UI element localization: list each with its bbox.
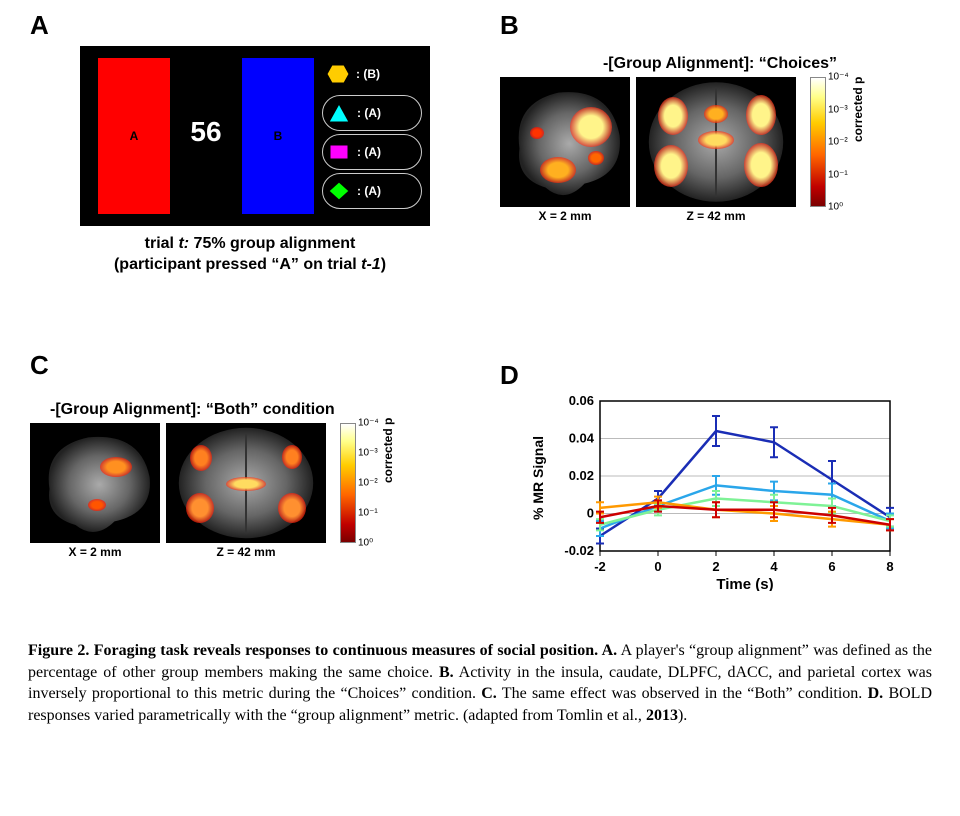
panel-b: B -[Group Alignment]: “Choices” X = 2 mm…: [500, 10, 940, 223]
colorbar-tick: 10⁻¹: [828, 169, 848, 180]
figure-caption: Figure 2. Foraging task reveals response…: [28, 640, 932, 726]
colorbar-tick: 10⁻¹: [358, 508, 378, 519]
panel-c-ax-label: Z = 42 mm: [166, 545, 326, 559]
caption-b-label: B.: [439, 664, 454, 681]
activation-blob: [226, 477, 266, 491]
option-b-bar: B: [242, 58, 314, 214]
panel-c-colorbar: 10⁻⁴10⁻³10⁻²10⁻¹10⁰ corrected p: [340, 423, 390, 543]
activation-blob: [190, 445, 212, 471]
legend-text: : (A): [357, 184, 381, 198]
colorbar-tick: 10⁻³: [828, 104, 848, 115]
panel-b-sagittal: [500, 77, 630, 207]
activation-blob: [654, 145, 688, 187]
legend-item: : (A): [322, 95, 422, 131]
legend-text: : (A): [357, 106, 381, 120]
panel-a-caption: trial t: 75% group alignment (participan…: [30, 234, 470, 276]
colorbar-tick: 10⁻³: [358, 448, 378, 459]
panel-c-brains: X = 2 mm Z = 42 mm 10⁻⁴10⁻³10⁻²10⁻¹10⁰ c…: [30, 423, 470, 559]
activation-blob: [530, 127, 544, 139]
panel-c-sag-label: X = 2 mm: [30, 545, 160, 559]
colorbar-tick: 10⁻⁴: [358, 418, 379, 429]
svg-text:0.02: 0.02: [569, 468, 594, 483]
svg-text:Time (s): Time (s): [716, 576, 773, 591]
caption-line1: trial t: 75% group alignment: [145, 235, 356, 252]
panel-b-subtitle: -[Group Alignment]: “Choices”: [500, 55, 940, 73]
activation-blob: [88, 499, 106, 511]
activation-blob: [278, 493, 306, 523]
activation-blob: [744, 143, 778, 187]
legend-item: : (B): [322, 56, 422, 92]
legend-item: : (A): [322, 173, 422, 209]
caption-tail: ).: [678, 707, 687, 724]
panel-a-label: A: [30, 10, 470, 41]
svg-text:0.06: 0.06: [569, 393, 594, 408]
panel-b-brains: X = 2 mm Z = 42 mm 10⁻⁴10⁻³10⁻²10⁻¹10⁰ c…: [500, 77, 940, 223]
center-number: 56: [176, 116, 236, 148]
svg-text:2: 2: [712, 559, 719, 574]
panel-b-ax-label: Z = 42 mm: [636, 209, 796, 223]
panel-a: A A 56 B : (B): (A): (A): (A) trial t: 7…: [30, 10, 470, 41]
colorbar-tick: 10⁻²: [358, 478, 378, 489]
activation-blob: [698, 131, 734, 149]
svg-text:-0.02: -0.02: [564, 543, 594, 558]
svg-text:0: 0: [654, 559, 661, 574]
panel-d-chart: -0.02 0 0.02 0.04 0.06 -2 0 2 4 6 8 Time (s): [540, 391, 900, 591]
activation-blob: [746, 95, 776, 135]
activation-blob: [658, 97, 688, 135]
panel-b-colorbar: 10⁻⁴10⁻³10⁻²10⁻¹10⁰ corrected p: [810, 77, 860, 207]
panel-c-axial: [166, 423, 326, 543]
colorbar-tick: 10⁰: [358, 538, 373, 549]
stimulus-display: A 56 B : (B) : (A) : (A) : (A): [80, 46, 430, 226]
svg-text:8: 8: [886, 559, 893, 574]
svg-text:0: 0: [587, 506, 594, 521]
legend-text: : (B): [356, 67, 380, 81]
legend-a: : (B) : (A) : (A) : (A): [322, 56, 422, 212]
svg-text:-2: -2: [594, 559, 606, 574]
activation-blob: [186, 493, 214, 523]
panel-d: D % MR Signal -0.02 0 0.02 0.04 0.06 -2 0 2 4 6 8 T…: [500, 360, 940, 596]
panel-c-sagittal: [30, 423, 160, 543]
caption-d-label: D.: [868, 685, 884, 702]
colorbar-tick: 10⁻²: [828, 137, 848, 148]
activation-blob: [588, 151, 604, 165]
colorbar-gradient: [340, 423, 356, 543]
activation-blob: [570, 107, 612, 147]
panel-b-axial: [636, 77, 796, 207]
panel-b-sag-label: X = 2 mm: [500, 209, 630, 223]
legend-text: : (A): [357, 145, 381, 159]
colorbar-label: corrected p: [851, 77, 865, 142]
activation-blob: [704, 105, 728, 123]
option-a-bar: A: [98, 58, 170, 214]
activation-blob: [100, 457, 132, 477]
caption-c-label: C.: [481, 685, 497, 702]
colorbar-tick: 10⁰: [828, 202, 843, 213]
panel-c: C -[Group Alignment]: “Both” condition X…: [30, 350, 470, 559]
panel-d-label: D: [500, 360, 940, 391]
activation-blob: [540, 157, 576, 183]
caption-lead: Figure 2. Foraging task reveals response…: [28, 642, 617, 659]
svg-text:0.04: 0.04: [569, 431, 595, 446]
panel-c-label: C: [30, 350, 470, 381]
panel-b-label: B: [500, 10, 940, 41]
colorbar-gradient: [810, 77, 826, 207]
caption-line2: (participant pressed “A” on trial t-1): [114, 256, 386, 273]
caption-year: 2013: [646, 707, 678, 724]
caption-c-text: The same effect was observed in the “Bot…: [497, 685, 868, 702]
legend-item: : (A): [322, 134, 422, 170]
panel-d-ylabel: % MR Signal: [530, 436, 546, 520]
svg-text:6: 6: [828, 559, 835, 574]
colorbar-label: corrected p: [381, 418, 395, 483]
svg-text:4: 4: [770, 559, 778, 574]
colorbar-tick: 10⁻⁴: [828, 72, 849, 83]
panel-c-subtitle: -[Group Alignment]: “Both” condition: [30, 401, 470, 419]
activation-blob: [282, 445, 302, 469]
